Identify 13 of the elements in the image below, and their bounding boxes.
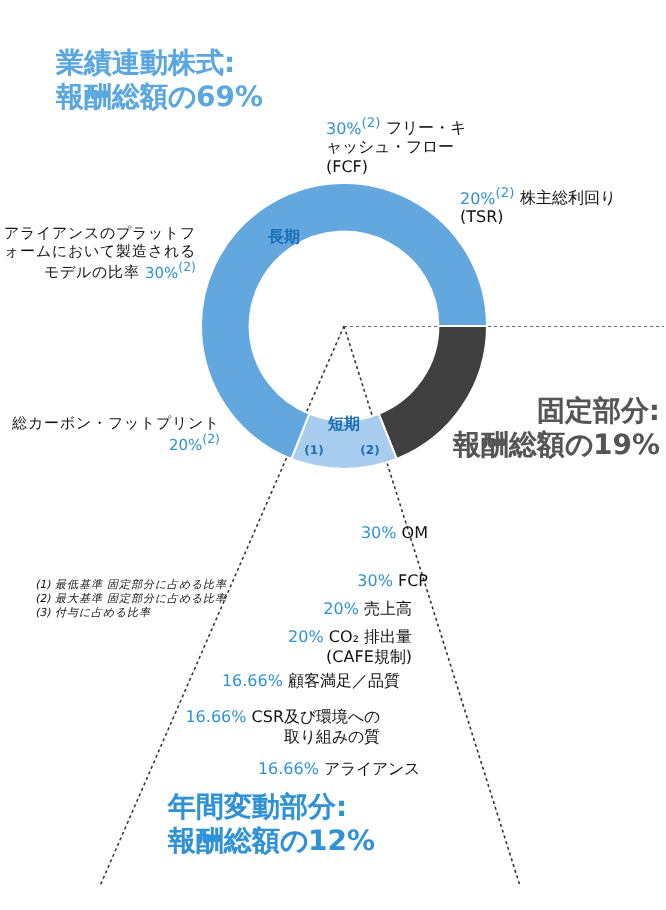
text: 30% FCP (355, 572, 428, 592)
text: 16.66% アライアンス (255, 760, 420, 780)
text: 30% OM (358, 524, 428, 544)
text: 20% 売上高 (321, 600, 412, 620)
text: 固定部分: 報酬総額の19% (452, 396, 660, 462)
text: 20%$^{(2)}$ 株主総利回り (TSR) (460, 184, 618, 228)
text: 20% CO₂ 排出量 (CAFE規制) (286, 628, 412, 667)
text: 30%$^{(2)}$ フリー・キャッシュ・フロー (FCF) (326, 114, 468, 177)
text: 年間変動部分: 報酬総額の12% (168, 792, 376, 858)
text: 業績連動株式: 報酬総額の69% (56, 48, 264, 114)
text: 16.66% CSR及び環境への取り組みの質 (183, 708, 380, 747)
slice-label: 長期 (266, 228, 301, 247)
text: 16.66% 顧客満足／品質 (219, 672, 400, 692)
